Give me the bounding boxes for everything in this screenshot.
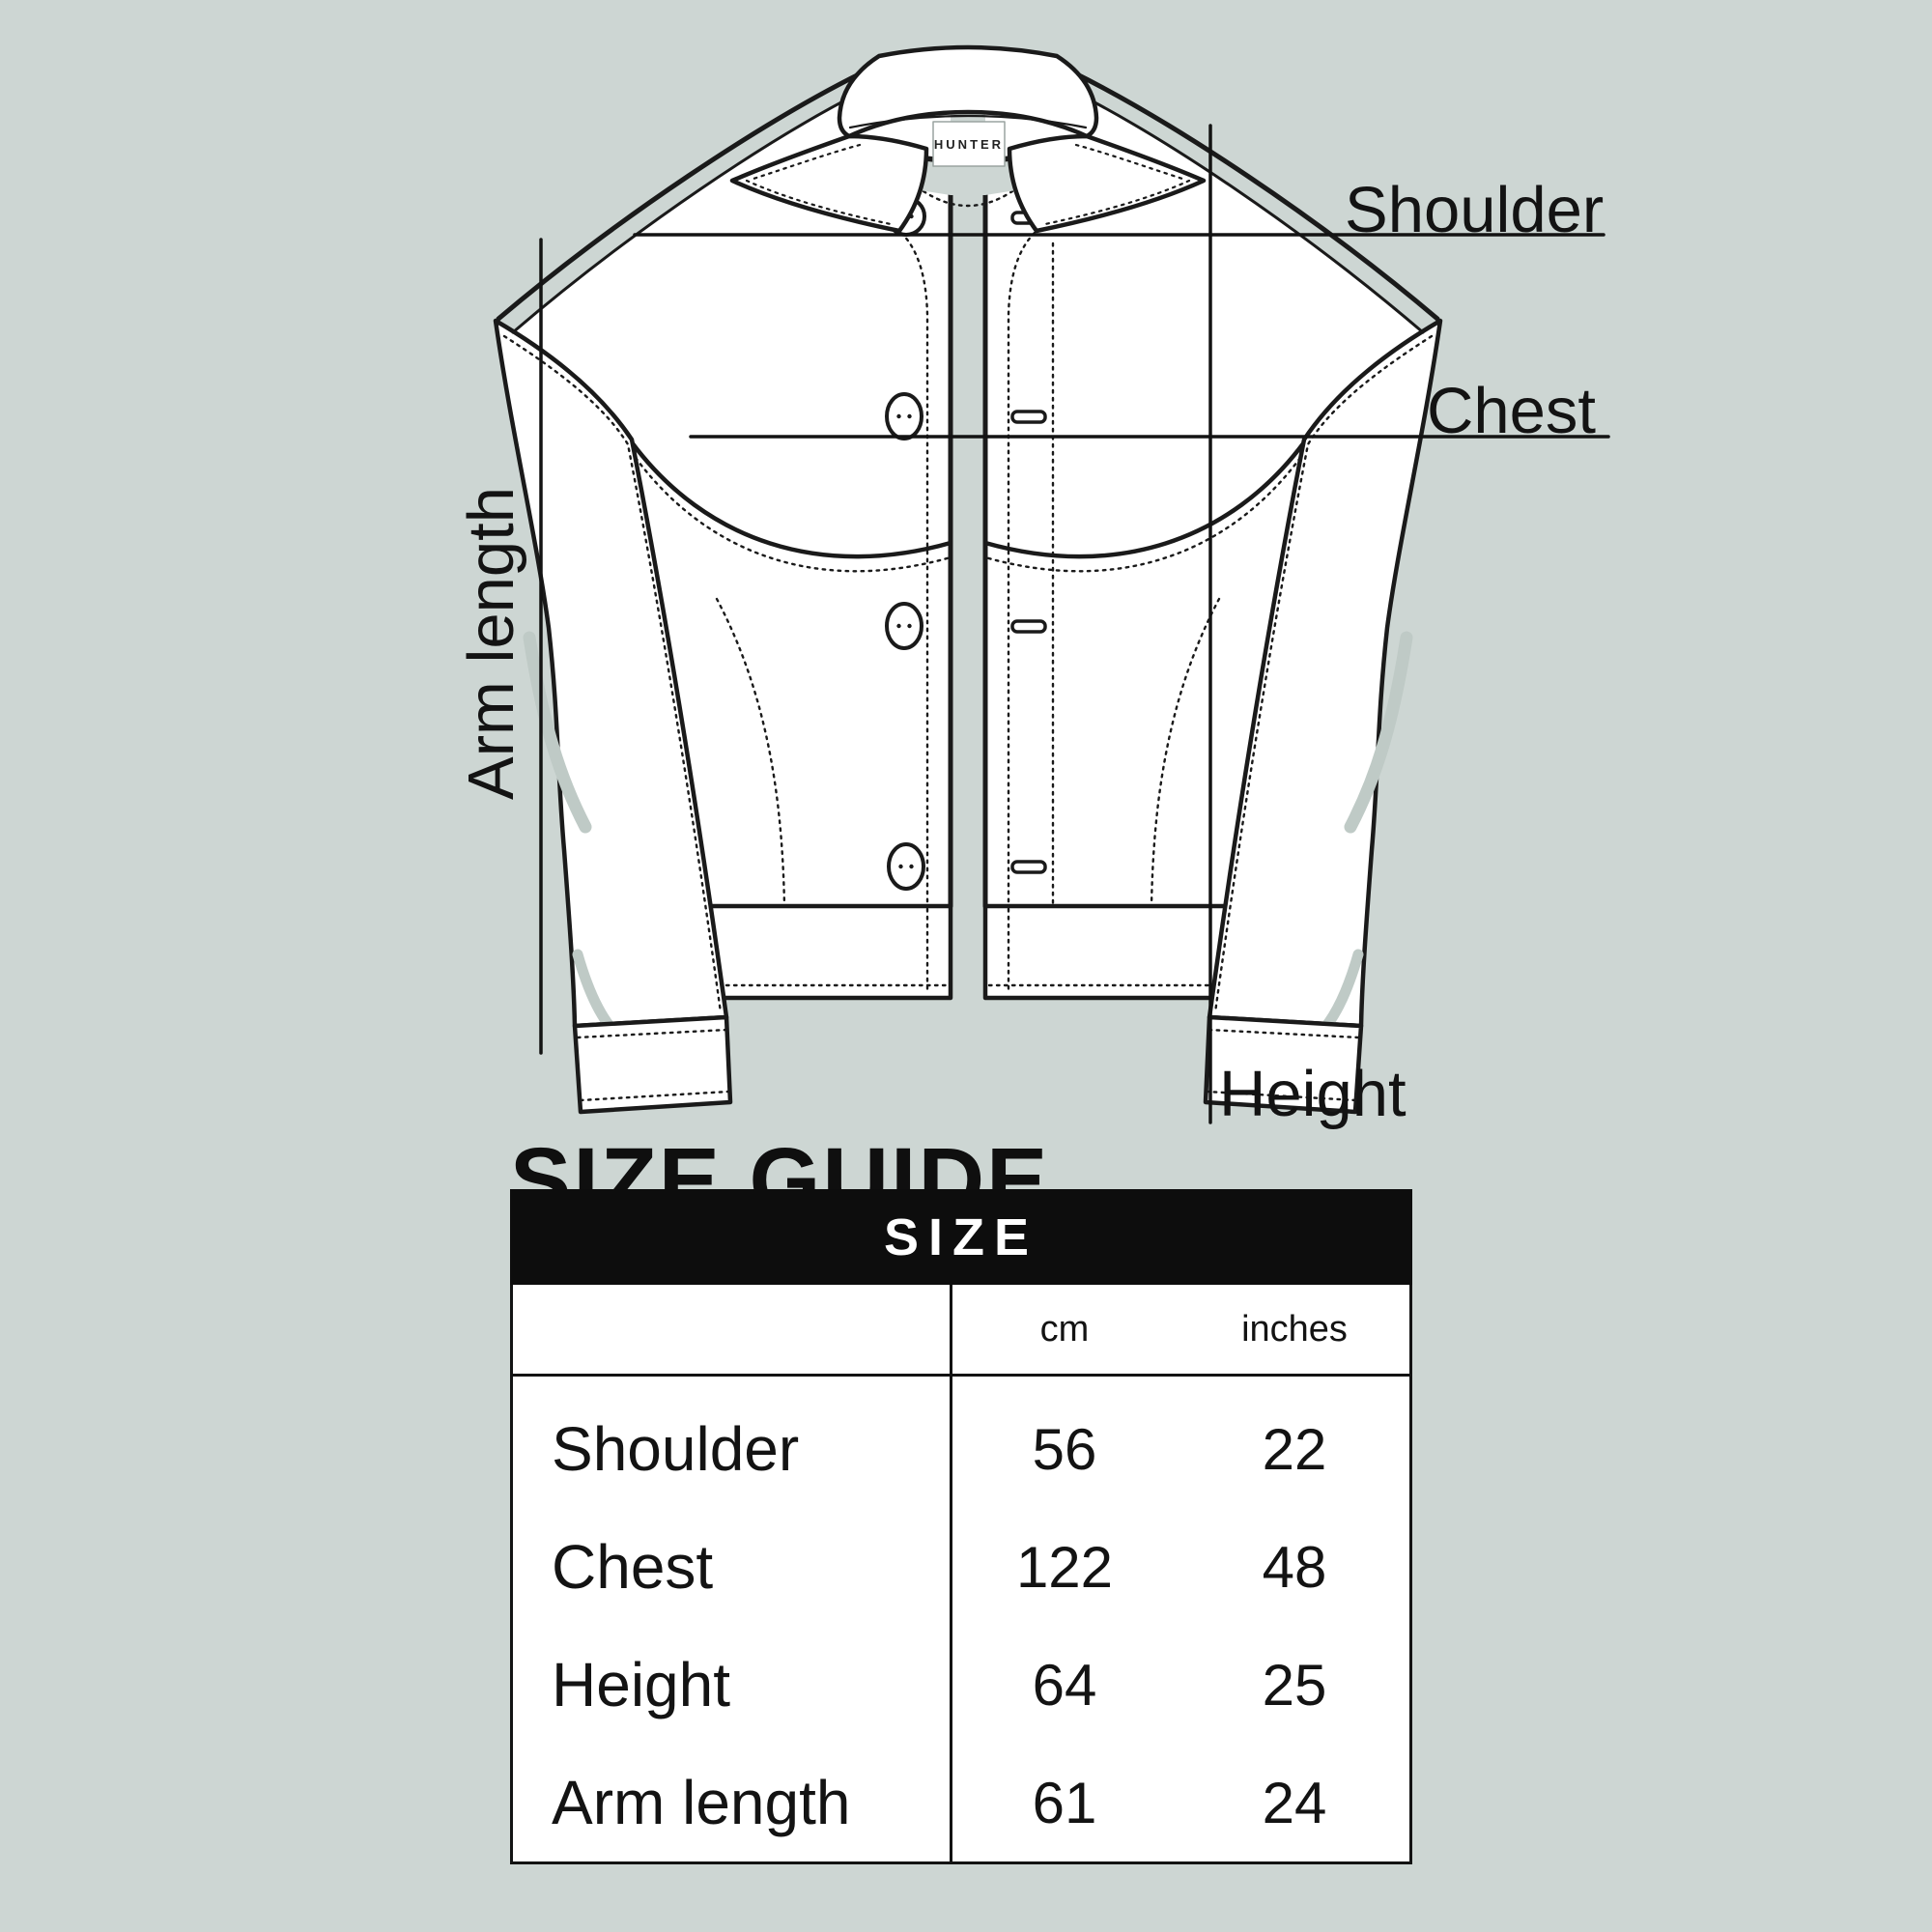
jacket-collar: HUNTER <box>729 44 1207 234</box>
row-height-inches: 25 <box>1262 1652 1327 1718</box>
yoke-seams <box>629 440 1307 573</box>
size-table-header-text: SIZE <box>883 1208 1039 1266</box>
collar-leaf-left <box>729 133 929 234</box>
placket-edges <box>948 183 988 909</box>
unit-column-inches: inches <box>1241 1308 1348 1350</box>
size-table: SIZE cm inches Shoulder 56 22 Chest 122 … <box>510 1189 1412 1864</box>
sleeve-stitching <box>502 334 1434 1014</box>
table-unit-row: cm inches <box>513 1285 1409 1374</box>
table-header-rule <box>513 1374 1409 1377</box>
size-table-header-bar: SIZE <box>510 1189 1412 1285</box>
table-body: Shoulder 56 22 Chest 122 48 Height 64 25… <box>513 1377 1409 1861</box>
cuff-stitching <box>576 1028 1360 1102</box>
jacket-cuffs <box>572 1014 1364 1115</box>
row-chest-cm: 122 <box>1015 1534 1114 1600</box>
row-label-shoulder: Shoulder <box>552 1414 800 1484</box>
measurement-lines <box>539 124 1610 1124</box>
shoulder-seams <box>496 70 1440 334</box>
unit-column-cm: cm <box>1039 1308 1090 1350</box>
row-label-arm-length: Arm length <box>552 1768 851 1837</box>
row-shoulder-cm: 56 <box>1032 1416 1097 1482</box>
row-chest-inches: 48 <box>1262 1534 1327 1600</box>
collar-leaf-right <box>1007 133 1207 234</box>
collar-stitching <box>745 143 1191 226</box>
shoulder-annotation-label: Shoulder <box>1345 174 1604 246</box>
jacket-sleeves <box>493 318 1443 1029</box>
arm-length-annotation-label: Arm length <box>455 487 527 800</box>
table-column-divider <box>950 1285 952 1861</box>
brand-label-text: HUNTER <box>934 137 1004 152</box>
row-arm-length-cm: 61 <box>1032 1770 1097 1835</box>
height-annotation-label: Height <box>1219 1058 1406 1130</box>
brand-label-tag <box>932 121 1006 167</box>
chest-annotation-label: Chest <box>1427 375 1596 447</box>
row-label-chest: Chest <box>552 1532 714 1602</box>
row-label-height: Height <box>552 1650 730 1719</box>
front-stitching <box>715 189 1221 908</box>
row-shoulder-inches: 22 <box>1262 1416 1327 1482</box>
row-height-cm: 64 <box>1032 1652 1097 1718</box>
row-arm-length-inches: 24 <box>1262 1770 1327 1835</box>
